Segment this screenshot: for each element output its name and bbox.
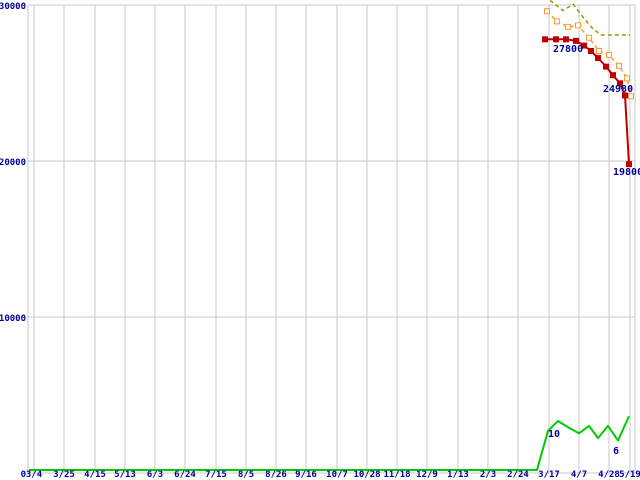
upper-dashed-line — [549, 0, 630, 36]
x-tick-label: 9/16 — [295, 470, 317, 480]
price-line-marker — [603, 63, 609, 70]
price-line-marker — [563, 36, 569, 43]
price-line-marker — [622, 92, 628, 99]
x-tick-label: 3/4 — [26, 470, 43, 480]
price-line-marker — [542, 36, 548, 43]
y-tick-label: 0 — [21, 470, 26, 480]
x-tick-label: 6/3 — [147, 470, 163, 480]
annotation-label: 19800 — [613, 167, 640, 178]
x-tick-label: 10/7 — [326, 470, 348, 480]
price-line-marker — [617, 80, 623, 87]
x-tick-label: 2/24 — [507, 470, 529, 480]
price-line-marker — [595, 55, 601, 62]
price-line-marker — [581, 42, 587, 49]
price-line — [545, 38, 630, 165]
price-line-marker — [573, 37, 579, 44]
x-tick-label: 1/13 — [447, 470, 469, 480]
price-line-marker — [610, 72, 616, 79]
y-tick-label: 10000 — [0, 314, 26, 324]
x-tick-label: 4/15 — [84, 470, 106, 480]
middle-dashed-line-marker — [616, 62, 622, 69]
x-tick-label: 10/28 — [353, 470, 380, 480]
x-tick-label: 12/9 — [416, 470, 438, 480]
middle-dashed-line-marker — [575, 22, 581, 29]
middle-dashed-line-marker — [586, 34, 592, 41]
annotation-label: 27800 — [553, 44, 583, 55]
middle-dashed-line-marker — [624, 75, 630, 82]
x-tick-label: 6/24 — [174, 470, 196, 480]
x-tick-label: 3/17 — [538, 470, 560, 480]
price-line-marker — [588, 48, 594, 55]
x-tick-label: 8/5 — [238, 470, 254, 480]
x-tick-label: 7/15 — [205, 470, 227, 480]
annotation-label: 6 — [613, 446, 619, 457]
middle-dashed-line-marker — [606, 51, 612, 58]
x-tick-label: 5/19 — [619, 470, 640, 480]
x-tick-label: 3/25 — [53, 470, 75, 480]
x-tick-label: 2/3 — [480, 470, 496, 480]
middle-dashed-line-marker — [544, 8, 550, 15]
annotation-label: 24980 — [603, 84, 633, 95]
middle-dashed-line-marker — [628, 93, 634, 100]
x-tick-label: 8/26 — [265, 470, 287, 480]
middle-dashed-line-marker — [554, 18, 560, 25]
middle-dashed-line-marker — [596, 48, 602, 55]
count-line — [29, 415, 630, 471]
price-line-marker — [626, 161, 632, 168]
annotation-label: 10 — [548, 429, 560, 440]
middle-dashed-line-marker — [565, 23, 571, 30]
y-tick-label: 20000 — [0, 158, 26, 168]
x-tick-label: 4/7 — [571, 470, 587, 480]
x-tick-label: 5/13 — [114, 470, 136, 480]
x-tick-label: 4/28 — [598, 470, 620, 480]
y-tick-label: 30000 — [0, 2, 26, 12]
price-line-marker — [553, 36, 559, 43]
x-tick-label: 11/18 — [383, 470, 410, 480]
